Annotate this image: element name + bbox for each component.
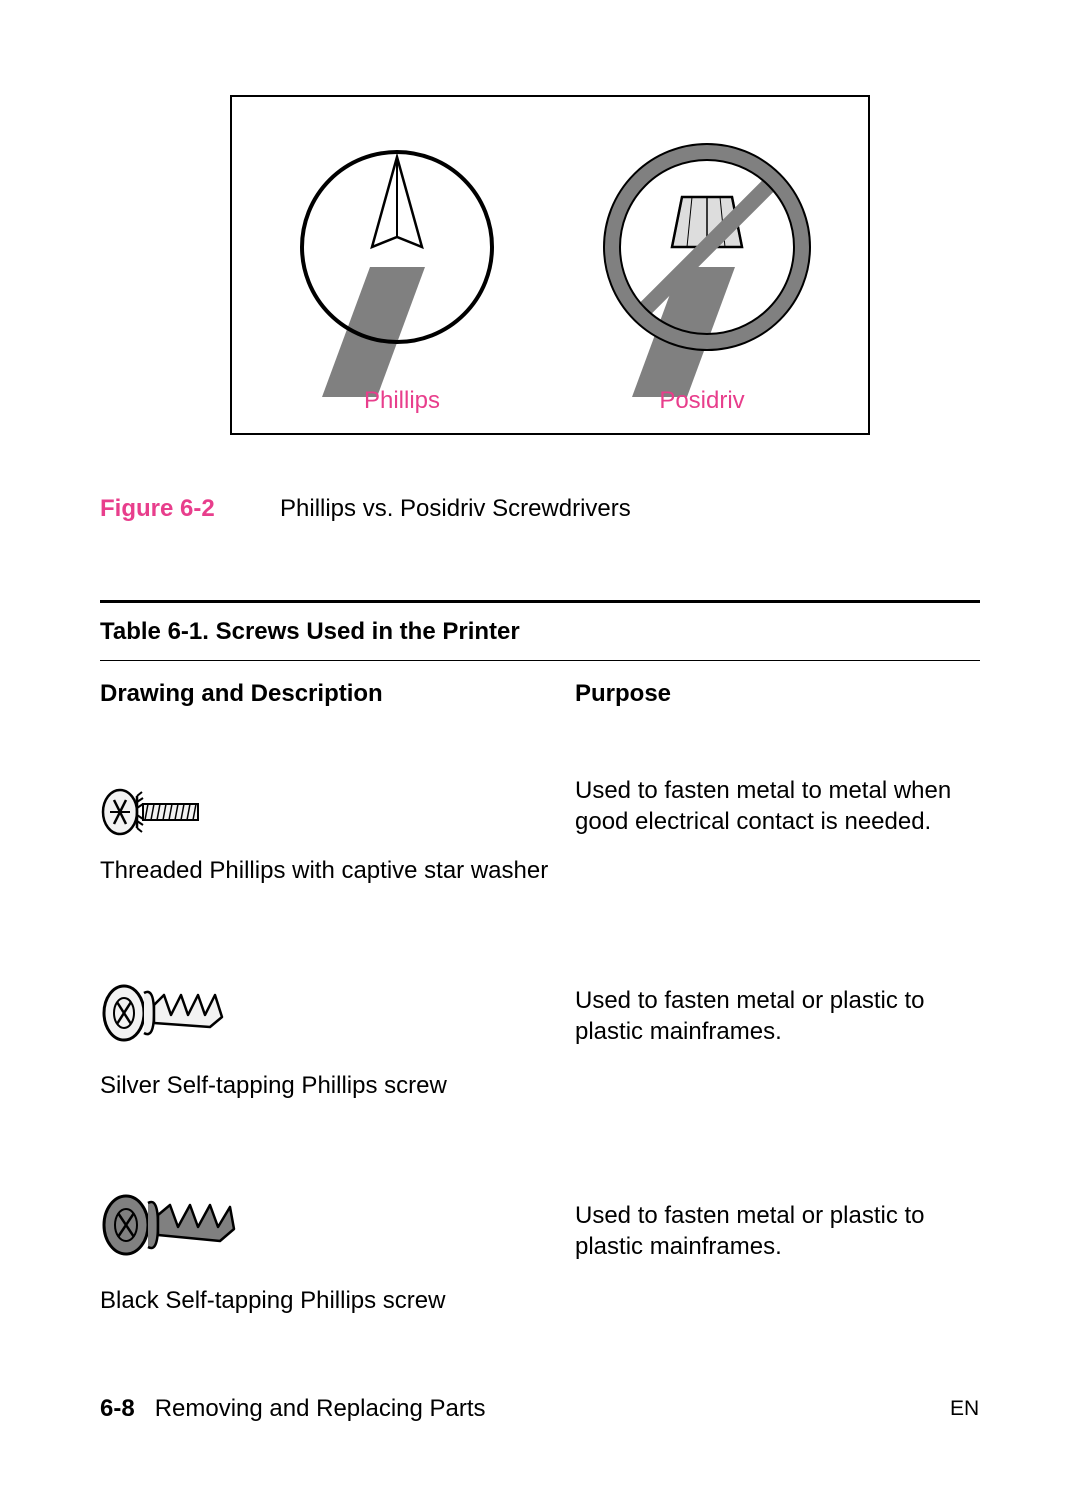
footer-left: 6-8 Removing and Replacing Parts <box>100 1395 486 1423</box>
page-number: 6-8 <box>100 1395 135 1422</box>
table-title-rule <box>100 660 980 661</box>
row1-description: Threaded Phillips with captive star wash… <box>100 855 560 886</box>
figure-caption: Figure 6-2 <box>100 495 215 523</box>
table-top-rule <box>100 600 980 603</box>
footer-lang: EN <box>950 1397 979 1421</box>
posidriv-screwdriver-icon <box>592 137 812 397</box>
figure-box: Phillips Posidriv <box>230 95 870 435</box>
table-title: Table 6-1. Screws Used in the Printer <box>100 618 520 646</box>
col2-head: Purpose <box>575 680 671 708</box>
row2-description: Silver Self-tapping Phillips screw <box>100 1070 560 1101</box>
posidriv-label: Posidriv <box>652 387 752 415</box>
screw-threaded-phillips-icon <box>100 782 210 842</box>
row3-purpose: Used to fasten metal or plastic to plast… <box>575 1200 975 1262</box>
phillips-label: Phillips <box>352 387 452 415</box>
figure-caption-text: Phillips vs. Posidriv Screwdrivers <box>280 495 631 523</box>
figure-ref: Figure 6-2 <box>100 495 215 522</box>
screw-silver-self-tapping-icon <box>100 975 230 1050</box>
section-title: Removing and Replacing Parts <box>155 1395 486 1422</box>
screw-black-self-tapping-icon <box>100 1185 240 1265</box>
col1-head: Drawing and Description <box>100 680 383 708</box>
document-page: Phillips Posidriv Figure 6-2 Phillips vs… <box>0 0 1080 1495</box>
row2-purpose: Used to fasten metal or plastic to plast… <box>575 985 975 1047</box>
row1-purpose: Used to fasten metal to metal when good … <box>575 775 975 837</box>
phillips-screwdriver-icon <box>282 137 502 397</box>
row3-description: Black Self-tapping Phillips screw <box>100 1285 560 1316</box>
